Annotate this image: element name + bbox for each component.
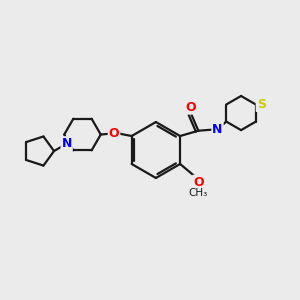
Text: CH₃: CH₃ bbox=[189, 188, 208, 198]
Text: O: O bbox=[193, 176, 204, 189]
Text: O: O bbox=[186, 101, 196, 114]
Text: O: O bbox=[109, 127, 119, 140]
Text: N: N bbox=[212, 123, 223, 136]
Text: S: S bbox=[257, 98, 266, 111]
Text: N: N bbox=[61, 137, 72, 150]
